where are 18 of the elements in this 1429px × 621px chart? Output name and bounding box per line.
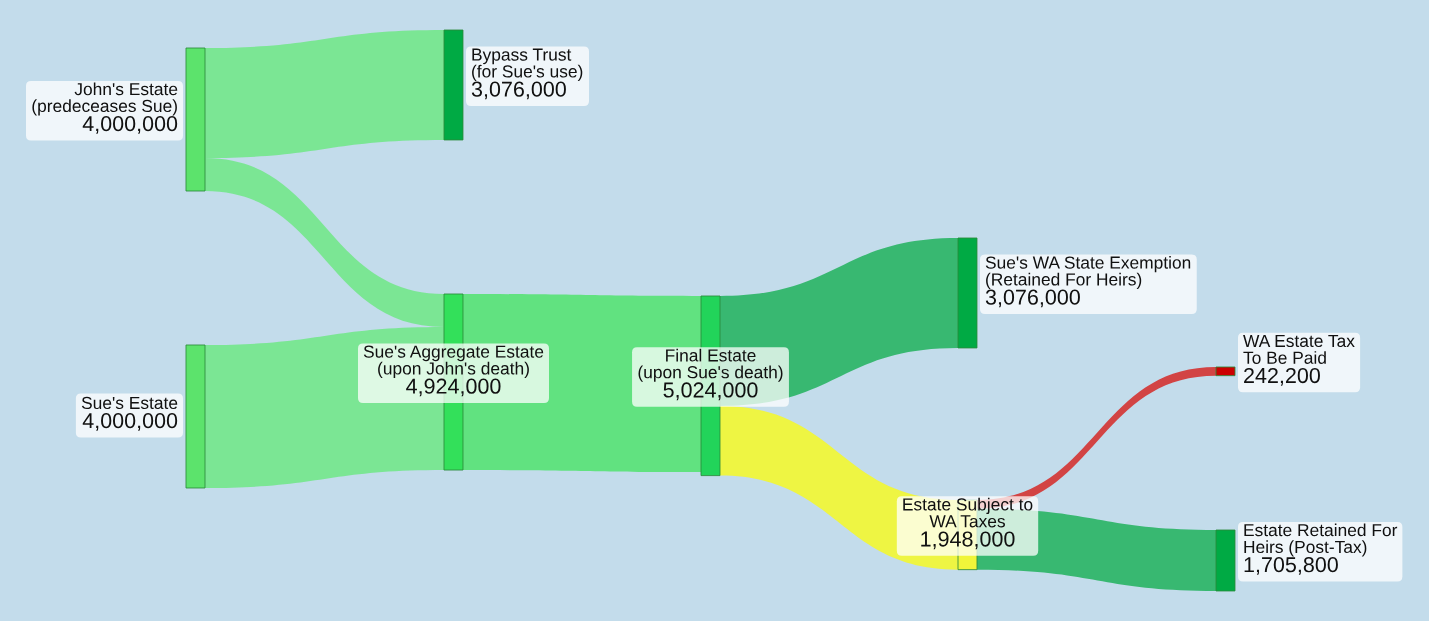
category-label: John's Estate (predeceases Sue)	[32, 82, 178, 116]
category-label: Estate Subject to WA Taxes	[903, 497, 1033, 528]
data-label: 242,200	[1244, 367, 1320, 386]
data-label: 4,000,000	[82, 116, 178, 134]
data-label: 5,024,000	[663, 382, 758, 401]
category-label: Sue's WA State Exemption (Retained For Heirs)	[985, 255, 1191, 289]
category-label: WA Estate Tax To Be Paid	[1243, 334, 1355, 364]
data-label: 1,705,800	[1244, 557, 1338, 575]
data-label: 4,000,000	[82, 413, 178, 431]
data-label: 4,924,000	[406, 378, 501, 397]
category-label: Final Estate (upon Sue's death)	[638, 348, 783, 382]
data-label: 3,076,000	[471, 81, 566, 100]
category-label: Estate Retained For Heirs (Post-Tax)	[1244, 523, 1398, 557]
data-label: 3,076,000	[985, 289, 1080, 308]
category-label: Sue's Estate	[81, 396, 178, 410]
data-label: 1,948,000	[921, 531, 1015, 550]
category-label: Sue's Aggregate Estate (upon John's death)	[363, 345, 544, 379]
category-label: Bypass Trust (for Sue's use)	[472, 48, 583, 81]
